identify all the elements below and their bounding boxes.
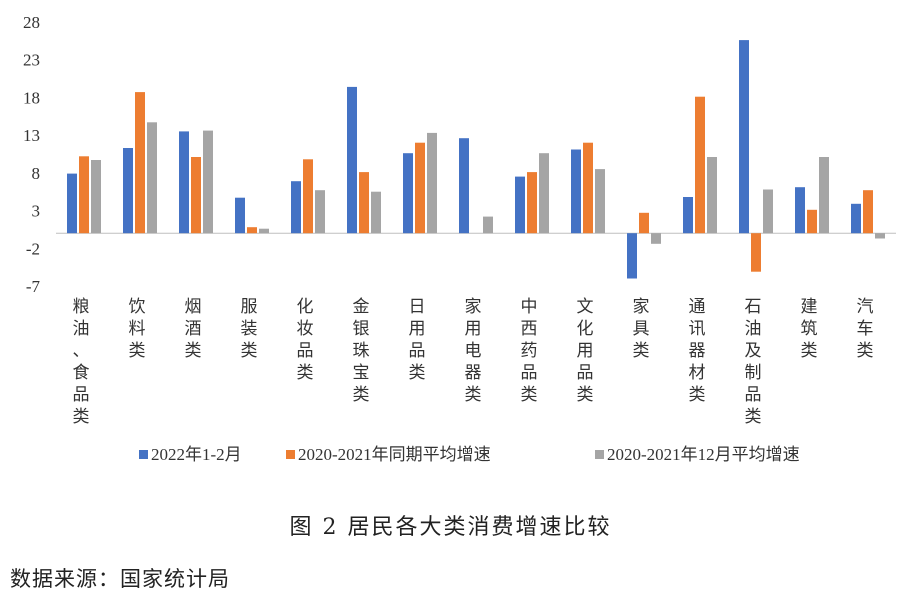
bar xyxy=(371,191,381,234)
legend-label: 2022年1-2月 xyxy=(151,445,242,464)
bar xyxy=(595,169,605,234)
bar xyxy=(707,157,717,234)
y-tick-label: 8 xyxy=(32,164,41,183)
category-label: 通讯器材类 xyxy=(689,297,706,405)
bar xyxy=(539,153,549,234)
category-label: 烟酒类 xyxy=(185,297,202,361)
legend-swatch xyxy=(286,450,295,459)
category-label: 日用品类 xyxy=(409,297,426,383)
bar xyxy=(79,156,89,234)
bar xyxy=(483,216,493,234)
legend: 2022年1-2月 2020-2021年同期平均增速 2020-2021年12月平均… xyxy=(139,445,800,464)
y-tick-label: 23 xyxy=(23,51,40,70)
bar xyxy=(135,92,145,234)
y-tick-label: -7 xyxy=(26,277,41,296)
category-label: 家具类 xyxy=(633,297,650,361)
bar xyxy=(527,172,537,234)
bar xyxy=(651,233,661,244)
bars-layer xyxy=(67,40,885,279)
y-tick-label: 3 xyxy=(32,202,41,221)
bar xyxy=(875,233,885,239)
bar xyxy=(819,157,829,234)
category-label: 家用电器类 xyxy=(465,297,482,405)
bar xyxy=(235,197,245,234)
bar xyxy=(683,197,693,234)
bar xyxy=(247,227,257,234)
bar xyxy=(459,138,469,234)
legend-label: 2020-2021年同期平均增速 xyxy=(298,445,491,464)
legend-label: 2020-2021年12月平均增速 xyxy=(607,445,800,464)
bar xyxy=(695,96,705,234)
bar xyxy=(191,157,201,234)
bar xyxy=(67,173,77,234)
category-label: 建筑类 xyxy=(801,297,818,361)
category-label: 文化用品类 xyxy=(577,297,594,405)
bar xyxy=(739,40,749,234)
bar xyxy=(763,189,773,234)
category-label: 石油及制品类 xyxy=(745,297,762,427)
bar xyxy=(427,132,437,234)
bar xyxy=(359,172,369,234)
bar xyxy=(851,203,861,234)
bar xyxy=(639,212,649,234)
bar xyxy=(571,149,581,234)
bar xyxy=(147,122,157,234)
y-tick-label: 28 xyxy=(23,13,40,32)
legend-swatch xyxy=(139,450,148,459)
category-label: 金银珠宝类 xyxy=(353,297,370,405)
bar xyxy=(291,181,301,234)
bar xyxy=(627,233,637,279)
bar xyxy=(515,176,525,234)
bar xyxy=(259,228,269,234)
bar xyxy=(203,130,213,234)
bar xyxy=(123,148,133,234)
category-label: 中西药品类 xyxy=(521,297,538,405)
y-tick-label: 18 xyxy=(23,88,40,107)
bar xyxy=(807,209,817,234)
bar xyxy=(403,153,413,234)
bar xyxy=(795,187,805,234)
category-labels: 粮油、食品类 饮料类 烟酒类 服装类 化妆品类 金银珠宝类 日用品类 家用电器类 中西药品类 文化… xyxy=(73,297,874,427)
bar xyxy=(315,190,325,234)
source-note: 数据来源：国家统计局 xyxy=(10,567,230,591)
category-label: 化妆品类 xyxy=(297,297,314,383)
bar xyxy=(863,190,873,234)
figure-caption: 图 2 居民各大类消费增速比较 xyxy=(289,515,612,540)
legend-swatch xyxy=(595,450,604,459)
y-tick-label: 13 xyxy=(23,126,40,145)
category-label: 服装类 xyxy=(241,297,258,361)
category-label: 粮油、食品类 xyxy=(73,297,90,427)
y-tick-label: -2 xyxy=(26,239,40,258)
category-label: 饮料类 xyxy=(129,297,146,361)
bar xyxy=(179,131,189,234)
bar xyxy=(583,142,593,234)
bar xyxy=(751,233,761,272)
bar xyxy=(303,159,313,234)
bar xyxy=(415,142,425,234)
bar xyxy=(91,160,101,234)
bar xyxy=(347,86,357,234)
category-label: 汽车类 xyxy=(857,297,874,361)
